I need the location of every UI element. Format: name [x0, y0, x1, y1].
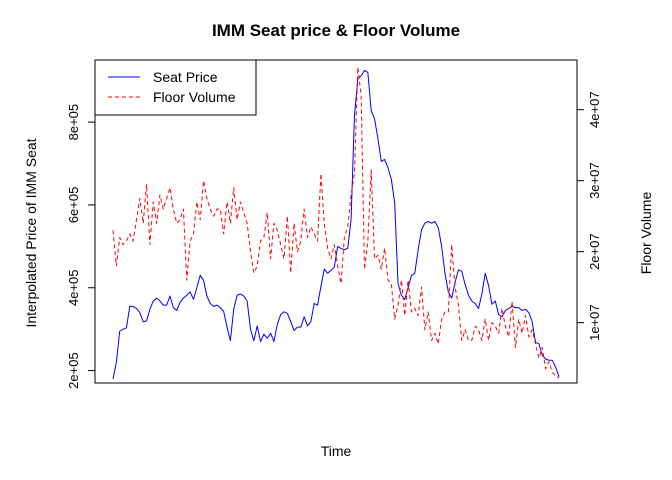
- left-tick-label: 4e+05: [66, 269, 81, 306]
- series-line-seat-price: [112, 69, 560, 379]
- right-y-axis: 1e+07 2e+07 3e+07 4e+07: [576, 91, 602, 341]
- left-tick-label: 6e+05: [66, 187, 81, 224]
- x-axis-label: Time: [321, 443, 352, 459]
- right-tick-label: 3e+07: [587, 162, 602, 199]
- right-tick-label: 4e+07: [587, 91, 602, 128]
- right-tick-label: 1e+07: [587, 304, 602, 341]
- series-layer: [112, 66, 560, 379]
- legend-box: [94, 59, 257, 116]
- series-line-floor-volume: [112, 66, 560, 379]
- right-tick-label: 2e+07: [587, 233, 602, 270]
- y2-axis-label: Floor Volume: [638, 192, 654, 275]
- left-tick-label: 8e+05: [66, 104, 81, 141]
- y-axis-label: Interpolated Price of IMM Seat: [23, 138, 39, 327]
- legend-label-seat-price: Seat Price: [153, 69, 218, 85]
- left-y-axis: 2e+05 4e+05 6e+05 8e+05: [66, 104, 96, 389]
- legend: Seat Price Floor Volume: [94, 59, 257, 116]
- left-tick-label: 2e+05: [66, 352, 81, 389]
- chart-title: IMM Seat price & Floor Volume: [212, 21, 460, 40]
- legend-label-floor-volume: Floor Volume: [153, 89, 236, 105]
